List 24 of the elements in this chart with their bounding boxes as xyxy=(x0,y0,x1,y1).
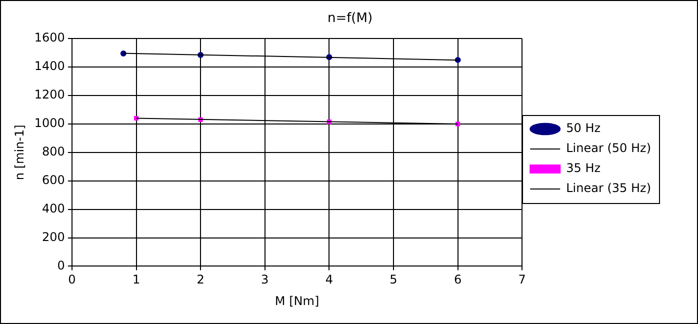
chart-title: n=f(M) xyxy=(327,11,373,26)
y-tick-label: 1200 xyxy=(34,88,65,102)
x-tick-label: 7 xyxy=(518,272,526,287)
x-tick-label: 2 xyxy=(196,272,204,287)
x-tick-label: 5 xyxy=(390,272,398,287)
x-axis-title: M [Nm] xyxy=(274,294,320,308)
y-tick-label: 1400 xyxy=(34,59,65,74)
y-tick-label: 1000 xyxy=(34,116,65,130)
y-tick-label: 1600 xyxy=(34,30,65,45)
legend-label: 35 Hz xyxy=(566,161,601,176)
y-axis-title: n [min-1] xyxy=(12,124,26,180)
y-tick-label: 400 xyxy=(42,201,65,216)
legend-label: 50 Hz xyxy=(566,121,601,136)
x-tick-label: 1 xyxy=(132,272,140,287)
y-tick-label: 800 xyxy=(42,144,65,159)
x-tick-label: 6 xyxy=(454,272,462,287)
y-tick-label: 200 xyxy=(42,230,65,244)
legend-label: Linear (50 Hz) xyxy=(566,141,652,156)
x-tick-label: 3 xyxy=(261,272,269,287)
x-tick-label: 4 xyxy=(325,272,334,287)
y-tick-label: 600 xyxy=(42,172,65,187)
legend-label: Linear (35 Hz) xyxy=(566,181,652,196)
x-tick-label: 0 xyxy=(68,272,76,287)
y-tick-label: 0 xyxy=(57,258,65,272)
